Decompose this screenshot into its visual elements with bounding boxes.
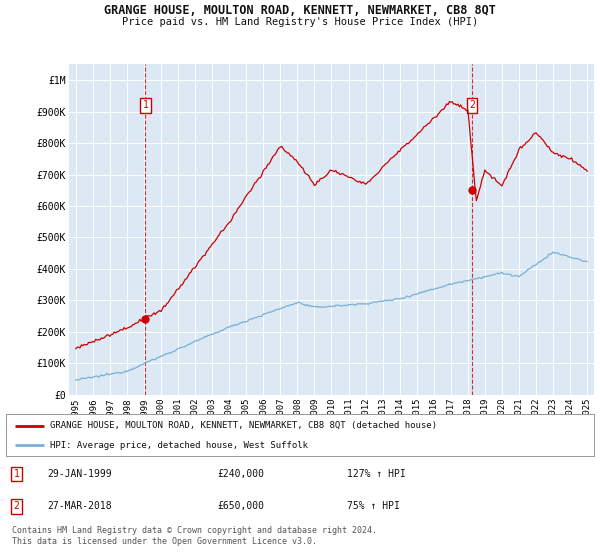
Text: 29-JAN-1999: 29-JAN-1999 (47, 469, 112, 479)
Text: £650,000: £650,000 (218, 501, 265, 511)
Text: GRANGE HOUSE, MOULTON ROAD, KENNETT, NEWMARKET, CB8 8QT (detached house): GRANGE HOUSE, MOULTON ROAD, KENNETT, NEW… (50, 421, 437, 430)
Text: 127% ↑ HPI: 127% ↑ HPI (347, 469, 406, 479)
Text: 2: 2 (469, 100, 475, 110)
Text: Price paid vs. HM Land Registry's House Price Index (HPI): Price paid vs. HM Land Registry's House … (122, 17, 478, 27)
Text: 1: 1 (142, 100, 148, 110)
Text: £240,000: £240,000 (218, 469, 265, 479)
Text: 2: 2 (14, 501, 20, 511)
Text: 27-MAR-2018: 27-MAR-2018 (47, 501, 112, 511)
Text: 75% ↑ HPI: 75% ↑ HPI (347, 501, 400, 511)
Text: HPI: Average price, detached house, West Suffolk: HPI: Average price, detached house, West… (50, 441, 308, 450)
Text: Contains HM Land Registry data © Crown copyright and database right 2024.
This d: Contains HM Land Registry data © Crown c… (12, 526, 377, 546)
Text: GRANGE HOUSE, MOULTON ROAD, KENNETT, NEWMARKET, CB8 8QT: GRANGE HOUSE, MOULTON ROAD, KENNETT, NEW… (104, 4, 496, 17)
Text: 1: 1 (14, 469, 20, 479)
